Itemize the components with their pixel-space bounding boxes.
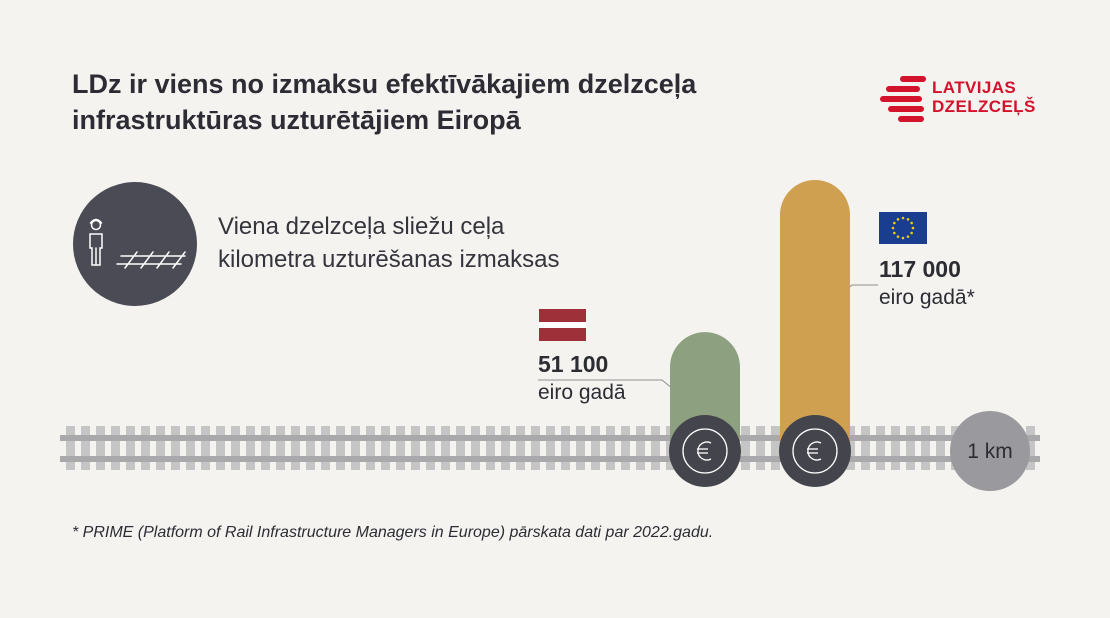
rail-sleeper (471, 426, 480, 470)
rail-sleeper (231, 426, 240, 470)
rail-sleeper (756, 426, 765, 470)
rail-sleeper (771, 426, 780, 470)
rail-line-bottom (60, 456, 1040, 462)
title-line-1: LDz ir viens no izmaksu efektīvākajiem d… (72, 69, 697, 99)
value-unit-latvia: eiro gadā (538, 381, 626, 404)
rail-track (60, 426, 1040, 470)
euro-icon (779, 415, 851, 487)
rail-sleeper (126, 426, 135, 470)
rail-sleeper (936, 426, 945, 470)
rail-sleeper (591, 426, 600, 470)
rail-sleeper (171, 426, 180, 470)
rail-sleeper (636, 426, 645, 470)
rail-sleeper (216, 426, 225, 470)
rail-sleeper (141, 426, 150, 470)
value-number-eu: 117 000 (879, 256, 961, 282)
wheels (669, 415, 851, 487)
rail-sleeper (96, 426, 105, 470)
rail-sleeper (426, 426, 435, 470)
bar-eu (780, 180, 850, 450)
euro-icon (669, 415, 741, 487)
km-circle (950, 411, 1030, 491)
rail-sleeper (321, 426, 330, 470)
rail-sleeper (606, 426, 615, 470)
bars (670, 180, 850, 450)
track-worker-icon (73, 182, 197, 306)
rail-sleeper (291, 426, 300, 470)
rail-sleeper (561, 426, 570, 470)
km-marker: 1 km (950, 411, 1030, 491)
rail-sleeper (576, 426, 585, 470)
rail-sleeper (516, 426, 525, 470)
rail-sleeper (336, 426, 345, 470)
rail-sleeper (1026, 426, 1035, 470)
rail-sleeper (81, 426, 90, 470)
logo-wordmark: LATVIJAS DZELZCEĻŠ (932, 78, 1036, 116)
rail-sleeper (276, 426, 285, 470)
rail-sleeper (156, 426, 165, 470)
rail-sleeper (921, 426, 930, 470)
rail-sleeper (651, 426, 660, 470)
rail-sleeper (531, 426, 540, 470)
rail-sleeper (366, 426, 375, 470)
km-label: 1 km (967, 440, 1013, 463)
subtitle-line-2: kilometra uzturēšanas izmaksas (218, 246, 560, 273)
page-title: LDz ir viens no izmaksu efektīvākajiem d… (72, 66, 792, 138)
rail-sleeper (261, 426, 270, 470)
rail-sleeper (741, 426, 750, 470)
rail-sleeper (186, 426, 195, 470)
rail-sleeper (456, 426, 465, 470)
title-line-2: infrastruktūras uzturētājiem Eiropā (72, 105, 521, 135)
rail-sleeper (441, 426, 450, 470)
value-label-latvia: 51 100 eiro gadā (538, 351, 626, 404)
value-unit-eu: eiro gadā* (879, 286, 975, 309)
rail-sleeper (876, 426, 885, 470)
rail-sleeper (246, 426, 255, 470)
rail-sleeper (66, 426, 75, 470)
rail-line-top (60, 435, 1040, 441)
value-label-eu: 117 000 eiro gadā* (879, 256, 975, 309)
rail-sleeper (891, 426, 900, 470)
rail-sleeper (486, 426, 495, 470)
logo-line-2: DZELZCEĻŠ (932, 97, 1036, 116)
rail-sleeper (306, 426, 315, 470)
rail-sleeper (621, 426, 630, 470)
value-number-latvia: 51 100 (538, 351, 609, 377)
rail-sleeper (396, 426, 405, 470)
rail-sleeper (411, 426, 420, 470)
rail-sleeper (381, 426, 390, 470)
chart-subtitle: Viena dzelzceļa sliežu ceļa kilometra uz… (218, 210, 638, 276)
latvia-flag (539, 309, 586, 341)
rail-sleeper (111, 426, 120, 470)
ldz-logo-icon (880, 76, 926, 122)
rail-sleeper (351, 426, 360, 470)
logo-line-1: LATVIJAS (932, 78, 1017, 97)
subtitle-line-1: Viena dzelzceļa sliežu ceļa (218, 213, 505, 240)
rail-sleeper (501, 426, 510, 470)
flags (539, 212, 927, 341)
rail-sleeper (906, 426, 915, 470)
rail-sleeper (546, 426, 555, 470)
rail-sleeper (861, 426, 870, 470)
eu-flag (879, 212, 927, 244)
rail-sleeper (201, 426, 210, 470)
ldz-logo: LATVIJAS DZELZCEĻŠ (880, 74, 1050, 126)
footnote: * PRIME (Platform of Rail Infrastructure… (72, 524, 714, 541)
